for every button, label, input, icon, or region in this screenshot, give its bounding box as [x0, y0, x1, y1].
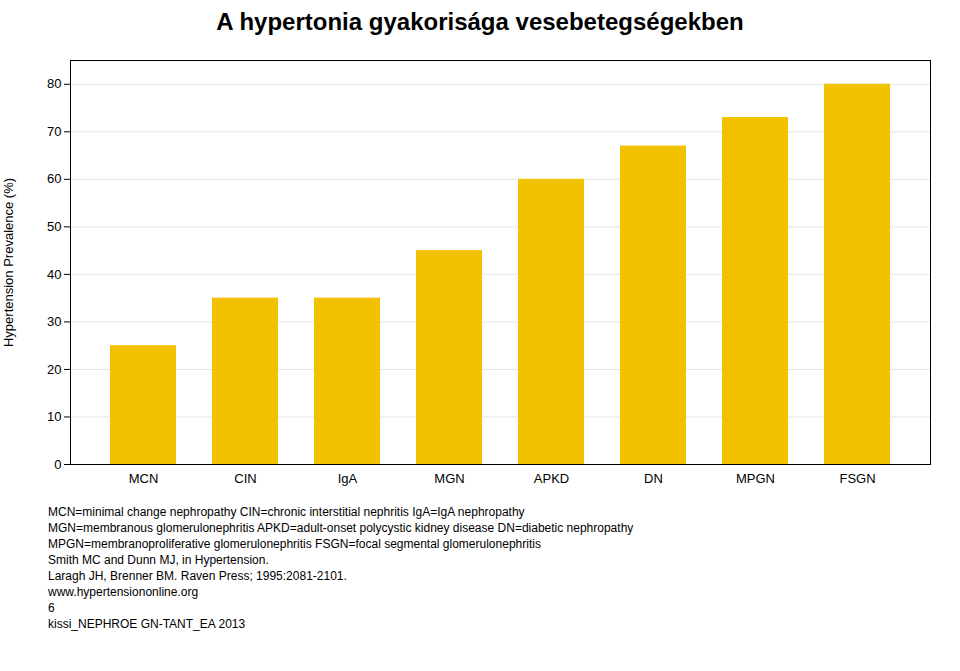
svg-text:Hypertension Prevalence (%): Hypertension Prevalence (%) [1, 178, 16, 347]
svg-text:80: 80 [47, 76, 61, 91]
svg-text:MGN: MGN [434, 471, 464, 486]
svg-text:70: 70 [47, 124, 61, 139]
svg-text:60: 60 [47, 171, 61, 186]
html-text:A hypertonia gyakorisága veseb: A hypertonia gyakorisága vesebetegségekb… [216, 8, 744, 35]
html-text:MCN=minimal change nephropathy: MCN=minimal change nephropathy CIN=chron… [48, 505, 525, 519]
svg-text:10: 10 [47, 409, 61, 424]
svg-text:30: 30 [47, 314, 61, 329]
html-text:Smith MC and Dunn MJ, in Hyper: Smith MC and Dunn MJ, in Hypertension. [48, 553, 269, 567]
svg-text:40: 40 [47, 267, 61, 282]
svg-text:0: 0 [54, 457, 61, 472]
svg-text:IgA: IgA [338, 471, 358, 486]
svg-text:FSGN: FSGN [839, 471, 875, 486]
svg-text:DN: DN [644, 471, 663, 486]
html-text:MGN=membranous glomerulonephri: MGN=membranous glomerulonephritis APKD=a… [48, 521, 634, 535]
svg-text:20: 20 [47, 362, 61, 377]
html-text:kissi_NEPHROE GN-TANT_EA 2013: kissi_NEPHROE GN-TANT_EA 2013 [48, 617, 246, 631]
svg-text:APKD: APKD [534, 471, 569, 486]
html-text:6: 6 [48, 601, 55, 615]
svg-text:MPGN: MPGN [736, 471, 775, 486]
svg-text:50: 50 [47, 219, 61, 234]
svg-text:MCN: MCN [129, 471, 159, 486]
html-text:www.hypertensiononline.org: www.hypertensiononline.org [48, 585, 199, 599]
svg-text:CIN: CIN [234, 471, 256, 486]
html-text:Laragh JH, Brenner BM. Raven P: Laragh JH, Brenner BM. Raven Press; 1995… [48, 569, 347, 583]
html-text:MPGN=membranoproliferative glo: MPGN=membranoproliferative glomeruloneph… [48, 537, 541, 551]
